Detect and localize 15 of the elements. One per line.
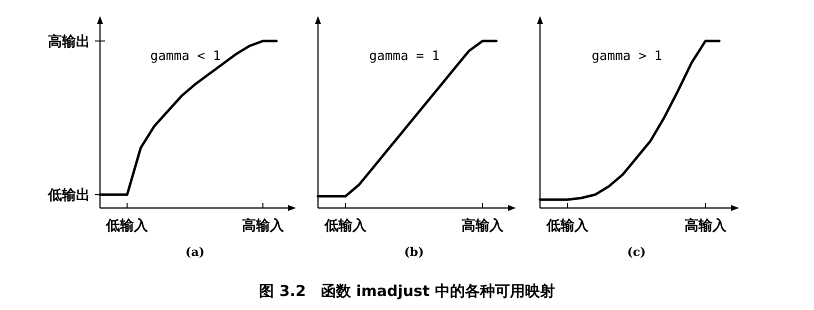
text: gamma > 1 [592, 49, 662, 64]
x-axis-title: (b) [404, 245, 424, 259]
x-tick-label: 高输入 [462, 217, 505, 234]
x-tick-label: 高输入 [684, 217, 728, 234]
x-tick-label: 高输入 [242, 217, 285, 234]
text: gamma < 1 [150, 49, 221, 64]
caption: 图 3.2 函数 imadjust 中的各种可用映射 [259, 282, 555, 300]
x-tick-label: 低输入 [323, 218, 368, 234]
x-tick-label: 低输入 [105, 218, 150, 234]
x-axis-title: (a) [185, 245, 205, 259]
x-axis-title: (c) [627, 245, 646, 259]
text: 低输出 [47, 188, 90, 204]
x-tick-label: 低输入 [546, 218, 590, 234]
text: 高输出 [48, 33, 90, 50]
text: gamma = 1 [369, 49, 440, 64]
